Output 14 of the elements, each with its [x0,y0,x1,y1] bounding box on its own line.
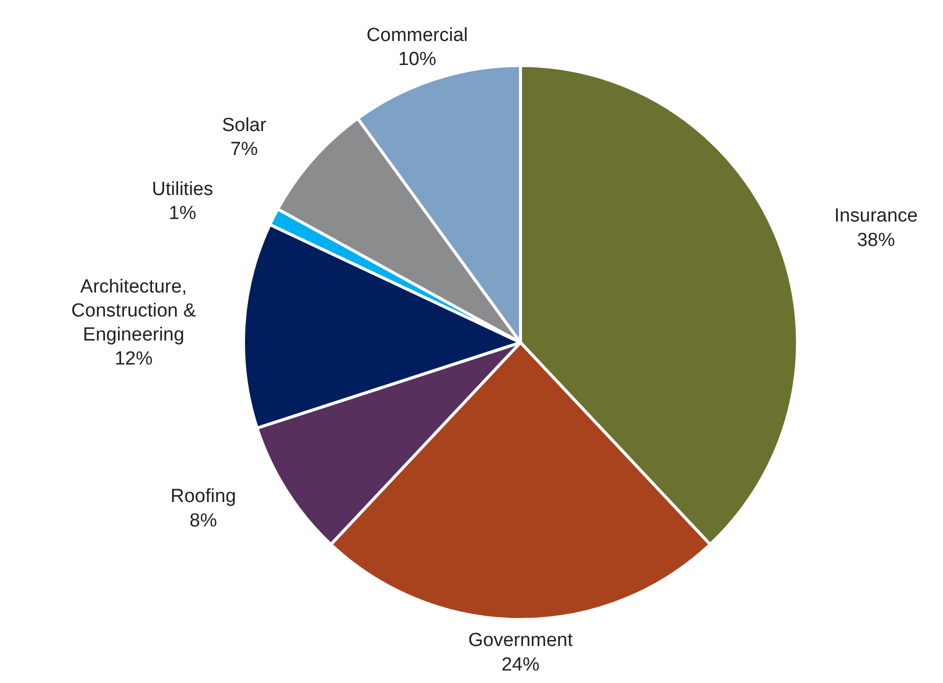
data-label: 12% [114,348,153,370]
data-label: 38% [856,230,896,251]
slice-label: Government [468,630,574,652]
slice-label: Solar [222,114,267,136]
slice-label: Commercial [366,24,468,46]
slice-label: Utilities [152,179,214,200]
slice-label: Architecture, Construction & Engineering [71,276,196,346]
slice-label: Insurance [834,206,918,227]
data-label: 8% [190,510,218,532]
data-label: 1% [168,203,196,224]
slice-label: Roofing [170,486,236,508]
data-label: 7% [230,138,258,160]
data-label: 24% [501,654,540,676]
data-label: 10% [398,49,436,70]
